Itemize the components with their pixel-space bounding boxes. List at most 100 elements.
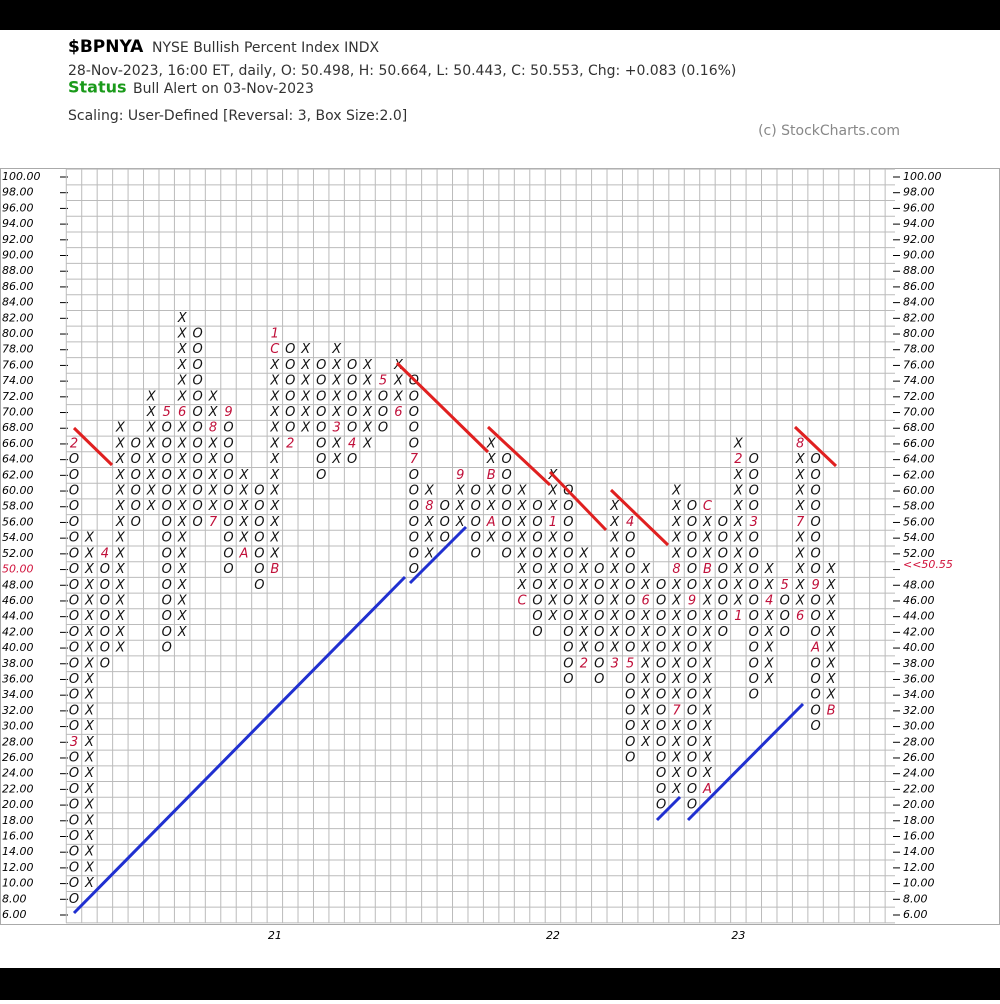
o-box: O bbox=[625, 609, 635, 624]
x-box: X bbox=[702, 593, 713, 608]
o-box: O bbox=[69, 562, 79, 577]
y-tick-label: 88.00 bbox=[903, 264, 935, 277]
x-box: X bbox=[146, 389, 157, 404]
x-box: X bbox=[146, 499, 157, 514]
x-box: X bbox=[764, 641, 775, 656]
y-tick-label: 22.00 bbox=[2, 782, 34, 795]
x-box: X bbox=[393, 389, 404, 404]
x-box: X bbox=[517, 546, 528, 561]
x-box: X bbox=[795, 546, 806, 561]
o-box: O bbox=[378, 421, 388, 436]
x-box: X bbox=[702, 546, 713, 561]
x-box: X bbox=[826, 625, 837, 640]
o-box: O bbox=[131, 452, 141, 467]
x-box: X bbox=[702, 641, 713, 656]
month-mark: 6 bbox=[178, 405, 186, 420]
o-box: O bbox=[749, 688, 759, 703]
o-box: O bbox=[810, 593, 820, 608]
o-box: O bbox=[223, 515, 233, 530]
x-box: X bbox=[764, 609, 775, 624]
o-box: O bbox=[162, 499, 172, 514]
month-mark: 3 bbox=[611, 656, 619, 671]
x-box: X bbox=[671, 641, 682, 656]
x-box: X bbox=[84, 876, 95, 891]
bull-line bbox=[72, 575, 407, 915]
y-tick-label: 26.00 bbox=[2, 751, 34, 764]
pnf-column: OOOOOOO7OOOOO bbox=[409, 374, 419, 577]
o-box: O bbox=[563, 546, 573, 561]
o-box: O bbox=[501, 531, 511, 546]
o-box: O bbox=[749, 625, 759, 640]
o-box: O bbox=[223, 531, 233, 546]
x-box: X bbox=[146, 452, 157, 467]
x-box: X bbox=[177, 342, 188, 357]
o-box: O bbox=[625, 531, 635, 546]
o-box: O bbox=[471, 546, 481, 561]
month-mark: B bbox=[270, 562, 279, 577]
x-box: X bbox=[578, 641, 589, 656]
o-box: O bbox=[69, 484, 79, 499]
x-box: X bbox=[84, 813, 95, 828]
y-tick-label: 10.00 bbox=[903, 877, 935, 890]
x-box: X bbox=[795, 452, 806, 467]
x-box: X bbox=[177, 531, 188, 546]
o-box: O bbox=[687, 609, 697, 624]
o-box: O bbox=[69, 546, 79, 561]
x-box: X bbox=[424, 515, 435, 530]
o-box: O bbox=[223, 546, 233, 561]
o-box: O bbox=[162, 562, 172, 577]
x-box: X bbox=[702, 656, 713, 671]
o-box: O bbox=[810, 688, 820, 703]
y-tick-label: 8.00 bbox=[2, 892, 27, 905]
month-mark: 3 bbox=[750, 515, 758, 530]
o-box: O bbox=[501, 452, 511, 467]
x-box: X bbox=[177, 436, 188, 451]
x-box: X bbox=[115, 625, 126, 640]
top-bar bbox=[0, 0, 1000, 30]
x-box: X bbox=[331, 374, 342, 389]
o-box: O bbox=[192, 327, 202, 342]
x-box: X bbox=[177, 484, 188, 499]
o-box: O bbox=[656, 625, 666, 640]
x-box: X bbox=[177, 609, 188, 624]
o-box: O bbox=[162, 421, 172, 436]
y-tick-label: 60.00 bbox=[903, 484, 935, 497]
y-tick-label: 94.00 bbox=[903, 217, 935, 230]
month-mark: A bbox=[810, 641, 820, 656]
x-box: X bbox=[115, 468, 126, 483]
o-box: O bbox=[656, 703, 666, 718]
x-box: X bbox=[609, 609, 620, 624]
o-box: O bbox=[285, 358, 295, 373]
x-box: X bbox=[146, 436, 157, 451]
o-box: O bbox=[162, 452, 172, 467]
o-box: O bbox=[347, 389, 357, 404]
x-box: X bbox=[486, 484, 497, 499]
y-tick-label: 100.00 bbox=[2, 170, 41, 183]
x-box: X bbox=[702, 578, 713, 593]
o-box: O bbox=[192, 374, 202, 389]
o-box: O bbox=[316, 389, 326, 404]
x-box: X bbox=[795, 499, 806, 514]
o-box: O bbox=[69, 813, 79, 828]
o-box: O bbox=[594, 656, 604, 671]
x-box: X bbox=[671, 593, 682, 608]
y-tick-label: 46.00 bbox=[903, 594, 935, 607]
o-box: O bbox=[100, 641, 110, 656]
x-box: X bbox=[84, 845, 95, 860]
y-tick-label: 48.00 bbox=[2, 578, 34, 591]
x-box: X bbox=[238, 531, 249, 546]
o-box: O bbox=[69, 499, 79, 514]
o-box: O bbox=[223, 562, 233, 577]
x-box: X bbox=[671, 750, 682, 765]
y-tick-label: 86.00 bbox=[903, 280, 935, 293]
